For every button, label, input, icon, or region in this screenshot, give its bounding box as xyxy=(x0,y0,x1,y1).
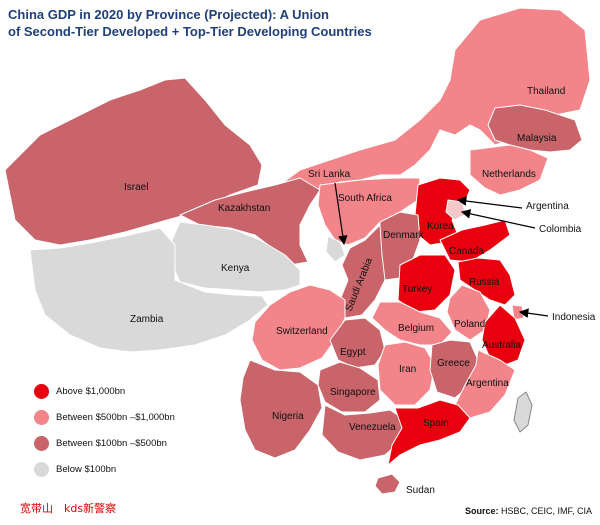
map-title: China GDP in 2020 by Province (Projected… xyxy=(8,6,428,40)
label-russia: Russia xyxy=(469,277,500,288)
region-malaysia xyxy=(487,104,583,153)
legend-item-below-100: Below $100bn xyxy=(34,456,175,482)
label-egypt: Egypt xyxy=(340,347,366,358)
region-australia xyxy=(481,304,526,366)
label-colombia: Colombia xyxy=(539,224,582,235)
legend-swatch-red xyxy=(34,383,49,399)
label-nigeria: Nigeria xyxy=(272,411,304,422)
region-taiwan xyxy=(513,391,533,433)
label-spain: Spain xyxy=(423,418,449,429)
argentina-callout-arrow xyxy=(456,196,523,209)
legend-item-100-500: Between $100bn –$500bn xyxy=(34,430,175,456)
region-nigeria xyxy=(239,359,323,459)
legend-label: Below $100bn xyxy=(56,463,117,475)
label-argentina: Argentina xyxy=(466,378,509,389)
label-switzerland: Switzerland xyxy=(276,326,328,337)
map-title-line-2: of Second-Tier Developed + Top-Tier Deve… xyxy=(8,24,372,39)
region-saudi-arabia xyxy=(339,224,386,319)
legend-label: Between $100bn –$500bn xyxy=(56,437,167,449)
label-turkey: Turkey xyxy=(402,284,432,295)
region-spain xyxy=(387,399,471,466)
region-sri-lanka xyxy=(325,235,346,263)
label-south-africa: South Africa xyxy=(338,193,392,204)
region-argentina xyxy=(454,349,516,419)
legend-swatch-light-red xyxy=(34,409,49,425)
label-iran: Iran xyxy=(399,364,416,375)
indonesia-arrow xyxy=(518,308,549,318)
source-text: HSBC, CEIC, IMF, CIA xyxy=(500,506,592,516)
label-greece: Greece xyxy=(437,358,470,369)
label-poland: Poland xyxy=(454,319,485,330)
region-russia xyxy=(457,257,516,306)
legend-item-500-1000: Between $500bn –$1,000bn xyxy=(34,404,175,430)
label-venezuela: Venezuela xyxy=(349,422,396,433)
region-iran xyxy=(377,341,436,406)
label-zambia: Zambia xyxy=(130,314,164,325)
label-indonesia: Indonesia xyxy=(552,312,596,323)
region-kazakhstan xyxy=(179,177,321,266)
watermark-text: 宽带山 kds新警察 xyxy=(20,502,117,515)
label-kenya: Kenya xyxy=(221,263,250,274)
label-thailand: Thailand xyxy=(527,86,565,97)
legend-item-above-1000: Above $1,000bn xyxy=(34,378,175,404)
region-israel xyxy=(4,77,263,246)
label-korea: Korea xyxy=(427,221,454,232)
map-legend: Above $1,000bn Between $500bn –$1,000bn … xyxy=(34,378,175,482)
legend-swatch-grey xyxy=(34,461,49,477)
region-zambia xyxy=(29,227,269,353)
label-belgium: Belgium xyxy=(398,323,434,334)
map-title-line-1: China GDP in 2020 by Province (Projected… xyxy=(8,7,329,22)
label-australia: Australia xyxy=(482,340,521,351)
label-kazakhstan: Kazakhstan xyxy=(218,203,270,214)
region-north-east-light xyxy=(261,7,591,213)
label-israel: Israel xyxy=(124,182,148,193)
region-canada xyxy=(439,219,511,263)
region-sudan xyxy=(374,473,401,495)
label-argentina-callout: Argentina xyxy=(526,201,569,212)
label-canada: Canada xyxy=(449,246,484,257)
region-netherlands xyxy=(469,144,549,196)
colombia-arrow xyxy=(460,209,536,229)
label-netherlands: Netherlands xyxy=(482,169,536,180)
label-sudan: Sudan xyxy=(406,485,435,496)
sri-lanka-arrow xyxy=(334,182,348,246)
label-denmark: Denmark xyxy=(383,230,425,241)
legend-swatch-dusty-red xyxy=(34,435,49,451)
legend-label: Between $500bn –$1,000bn xyxy=(56,411,175,423)
label-sri-lanka: Sri Lanka xyxy=(308,169,351,180)
label-malaysia: Malaysia xyxy=(517,133,557,144)
label-singapore: Singapore xyxy=(330,387,376,398)
region-singapore xyxy=(317,361,381,413)
source-label: Source: xyxy=(464,506,499,516)
source-note: Source: HSBC, CEIC, IMF, CIA xyxy=(465,506,592,516)
legend-label: Above $1,000bn xyxy=(56,385,126,397)
